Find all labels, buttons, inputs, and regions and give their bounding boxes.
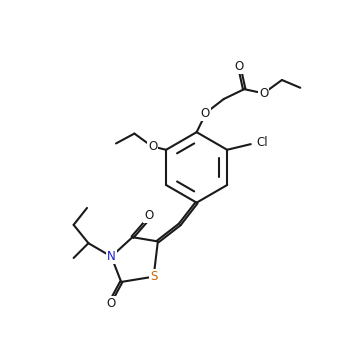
Text: O: O — [148, 140, 157, 154]
Text: O: O — [201, 107, 210, 120]
Text: S: S — [150, 270, 157, 283]
Text: Cl: Cl — [256, 136, 268, 149]
Text: O: O — [144, 209, 154, 222]
Text: O: O — [106, 297, 115, 310]
Text: N: N — [107, 250, 116, 263]
Text: O: O — [234, 60, 244, 73]
Text: O: O — [259, 87, 268, 100]
